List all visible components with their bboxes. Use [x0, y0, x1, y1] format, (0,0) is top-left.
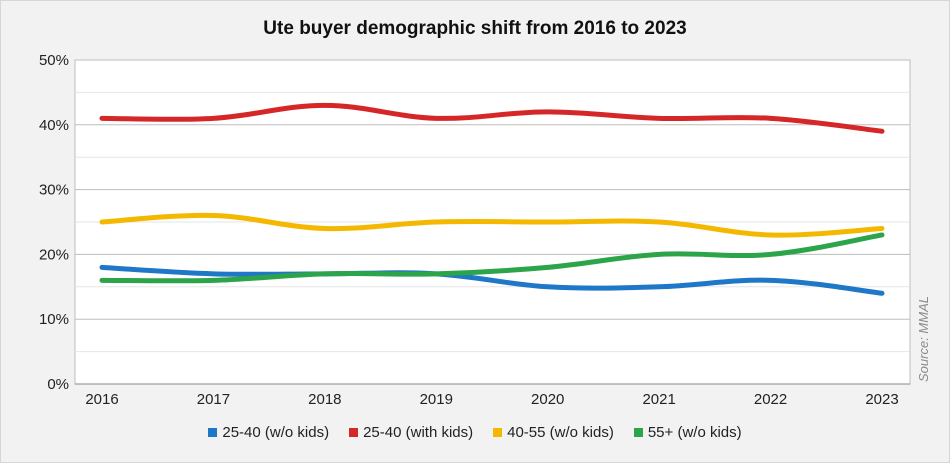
x-tick-label: 2016 [85, 391, 118, 408]
y-tick-label: 20% [39, 246, 69, 263]
grid-lines [74, 59, 911, 385]
legend-item: 25-40 (w/o kids) [208, 424, 329, 441]
legend-label: 25-40 (w/o kids) [222, 424, 330, 441]
x-tick-label: 2022 [754, 391, 787, 408]
legend-label: 25-40 (with kids) [363, 424, 474, 441]
x-tick-label: 2018 [308, 391, 341, 408]
y-tick-label: 10% [39, 311, 69, 328]
y-tick-label: 0% [47, 376, 69, 393]
legend-swatch [208, 428, 218, 437]
x-tick-label: 2021 [642, 391, 675, 408]
x-tick-label: 2023 [865, 391, 898, 408]
y-tick-label: 40% [39, 117, 69, 134]
y-tick-label: 30% [39, 182, 69, 199]
x-tick-label: 2019 [420, 391, 453, 408]
series-lines [99, 102, 885, 296]
series-line [99, 264, 885, 296]
legend-label: 40-55 (w/o kids) [507, 424, 614, 441]
series-line [99, 232, 885, 284]
x-tick-label: 2017 [197, 391, 230, 408]
series-line [99, 102, 885, 134]
x-tick-label: 2020 [531, 391, 564, 408]
legend: 25-40 (w/o kids) 25-40 (with kids) 40-55 (… [0, 424, 950, 441]
series-line [99, 212, 885, 238]
axis-labels: 0% 10% 20% 30% 40% 50% 2016 2017 2018 2019 2020 202… [39, 52, 899, 408]
legend-swatch [493, 428, 503, 437]
y-tick-label: 50% [39, 52, 69, 69]
legend-swatch [349, 428, 359, 437]
chart-title: Ute buyer demographic shift from 2016 to… [263, 18, 687, 39]
legend-item: 55+ (w/o kids) [633, 424, 742, 441]
legend-item: 40-55 (w/o kids) [493, 424, 614, 441]
legend-label: 55+ (w/o kids) [647, 424, 742, 441]
legend-swatch [633, 428, 643, 437]
legend-item: 25-40 (with kids) [349, 424, 473, 441]
source-note: Source: MMAL [916, 296, 931, 382]
